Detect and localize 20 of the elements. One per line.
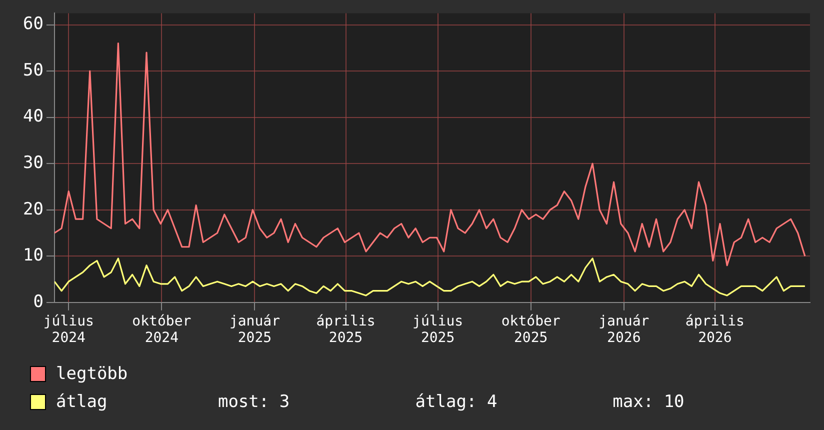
x-tick-label: január 2025 bbox=[229, 313, 280, 346]
y-tick-label: 10 bbox=[22, 246, 44, 266]
text: átlag: 4 bbox=[415, 392, 498, 412]
x-tick-label: október 2025 bbox=[501, 313, 560, 346]
y-tick-label: 0 bbox=[33, 292, 44, 312]
x-tick-label: július 2025 bbox=[412, 313, 464, 346]
y-tick-label: 30 bbox=[22, 153, 44, 174]
text: max: 10 bbox=[612, 392, 686, 412]
y-tick-label: 20 bbox=[22, 199, 44, 220]
y-tick-label: 60 bbox=[22, 14, 44, 34]
x-tick-label: október 2024 bbox=[132, 313, 192, 346]
text: most: 3 bbox=[218, 392, 291, 412]
y-tick-label: 40 bbox=[22, 106, 44, 127]
legend-label: átlag bbox=[56, 392, 108, 412]
x-tick-label: július 2024 bbox=[43, 313, 94, 346]
y-tick-label: 50 bbox=[22, 60, 44, 80]
x-tick-label: április 2026 bbox=[685, 313, 744, 346]
x-tick-label: január 2026 bbox=[598, 313, 650, 346]
x-tick-label: április 2025 bbox=[316, 313, 376, 346]
legend-label: legtöbb bbox=[56, 364, 128, 384]
